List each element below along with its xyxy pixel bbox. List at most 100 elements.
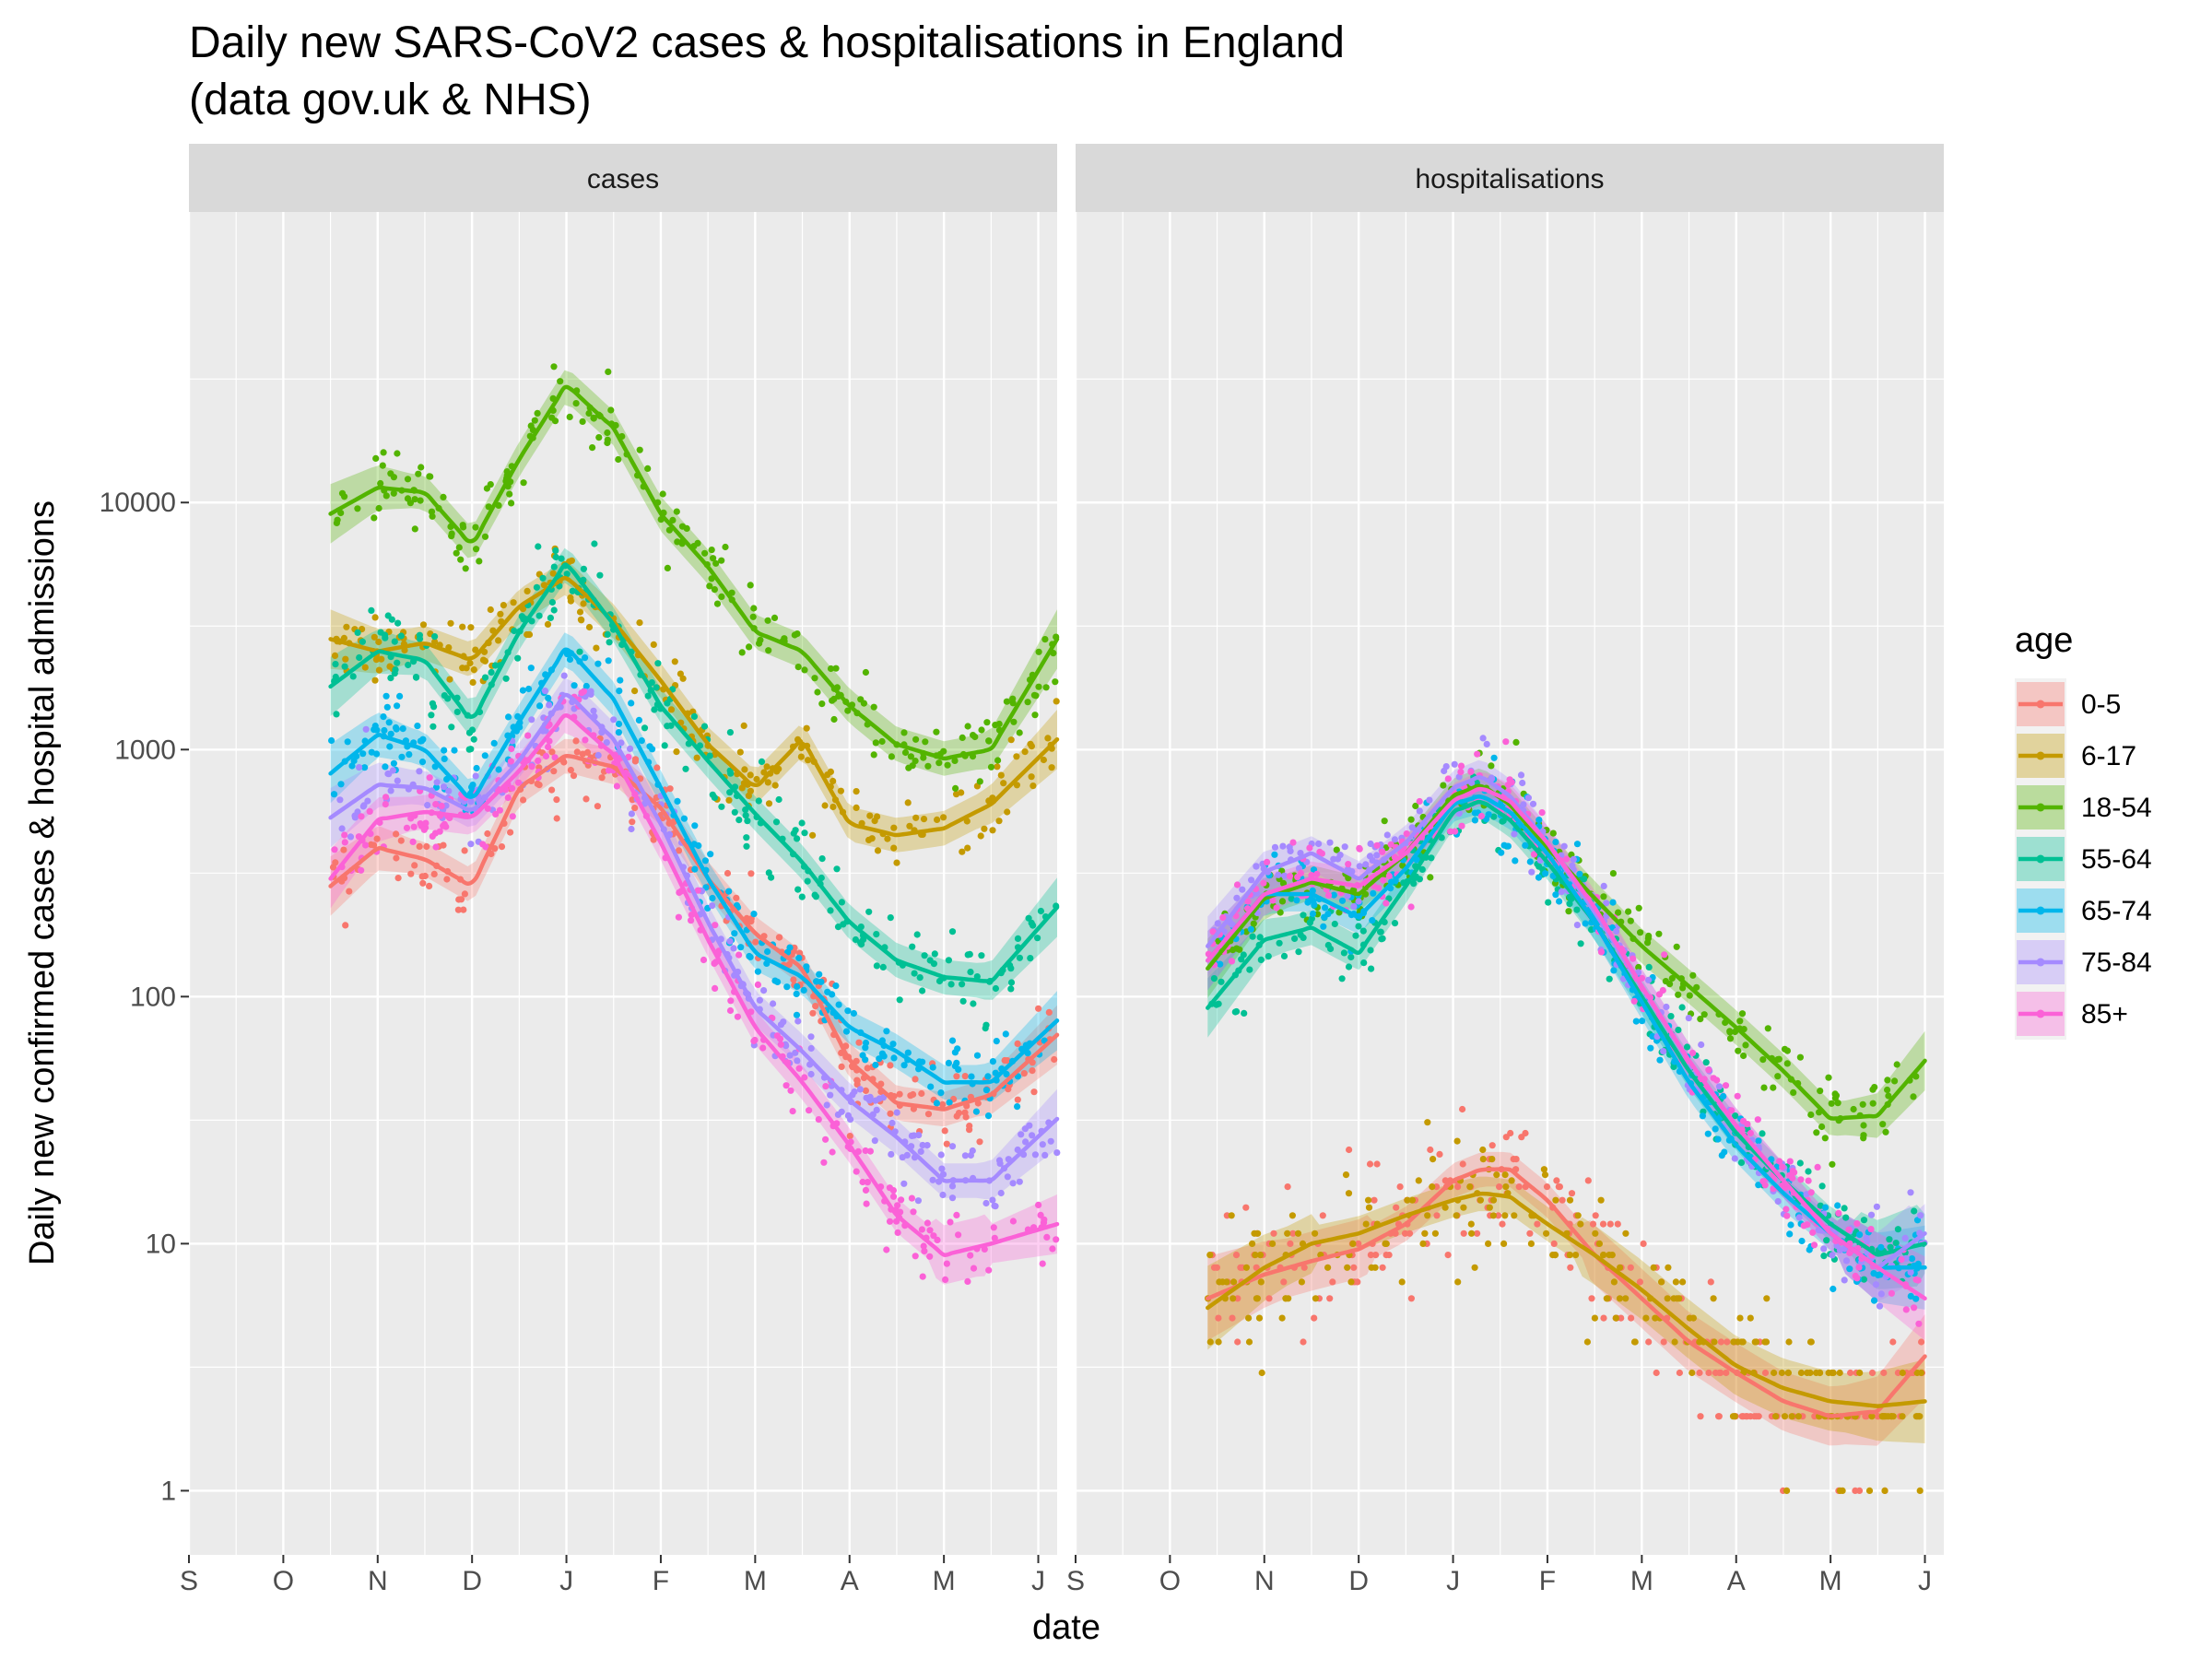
point-hospitalisations-55-64-113 (1645, 963, 1653, 971)
point-hospitalisations-65-74-150 (1755, 1137, 1762, 1145)
point-hospitalisations-75-84-191 (1355, 898, 1362, 905)
point-cases-75-84-137 (541, 688, 549, 695)
point-hospitalisations-75-84-43 (1391, 836, 1398, 843)
point-cases-18-54-143 (818, 700, 826, 708)
point-cases-75-84-202 (834, 1111, 842, 1118)
trend-line-cases-0-5 (328, 753, 1060, 1112)
point-hospitalisations-6-17-74 (1278, 1314, 1286, 1322)
point-hospitalisations-18-54-159 (1832, 1092, 1840, 1100)
point-cases-55-64-199 (368, 606, 375, 615)
point-hospitalisations-75-84-190 (1907, 1268, 1914, 1276)
point-hospitalisations-75-84-81 (1426, 796, 1433, 804)
point-cases-6-17-6 (469, 678, 477, 687)
point-cases-6-17-207 (510, 599, 517, 606)
point-hospitalisations-85plus-90 (1306, 844, 1313, 852)
point-cases-85plus-8 (910, 1208, 917, 1216)
point-hospitalisations-65-74-173 (1483, 816, 1490, 823)
point-cases-85plus-40 (990, 1224, 997, 1231)
point-cases-18-54-97 (757, 636, 764, 644)
point-cases-65-74-169 (878, 1050, 887, 1057)
point-cases-18-54-224 (922, 738, 929, 746)
point-hospitalisations-65-74-149 (1370, 889, 1377, 897)
point-cases-85plus-148 (524, 732, 532, 739)
point-cases-18-54-191 (983, 719, 991, 726)
y-tick-label-4: 10000 (100, 488, 176, 518)
point-cases-0-5-110 (484, 830, 491, 838)
point-cases-18-54-62 (829, 697, 836, 704)
point-hospitalisations-6-17-70 (1856, 1369, 1864, 1377)
point-cases-55-64-18 (1034, 935, 1041, 942)
point-cases-55-64-164 (382, 631, 389, 639)
point-cases-65-74-156 (615, 720, 623, 728)
point-hospitalisations-65-74-72 (1535, 817, 1543, 824)
point-hospitalisations-85plus-222 (1786, 1158, 1794, 1165)
legend-label-18-54: 18-54 (2081, 793, 2152, 823)
point-cases-6-17-159 (890, 844, 898, 852)
point-hospitalisations-6-17-31 (1471, 1264, 1478, 1271)
point-hospitalisations-55-64-171 (1280, 952, 1288, 959)
point-cases-75-84-54 (792, 1049, 799, 1056)
point-hospitalisations-0-5-85 (1396, 1183, 1404, 1191)
point-cases-0-5-157 (910, 1090, 917, 1099)
point-cases-55-64-7 (718, 803, 725, 810)
point-cases-55-64-226 (468, 726, 477, 734)
point-hospitalisations-0-5-36 (1371, 1196, 1378, 1204)
point-hospitalisations-0-5-189 (1372, 1252, 1380, 1259)
point-cases-85plus-143 (942, 1276, 949, 1283)
point-hospitalisations-55-64-23 (1428, 854, 1435, 862)
panel-background-hospitalisations (1076, 212, 1944, 1555)
point-hospitalisations-85plus-221 (1318, 850, 1325, 857)
point-cases-85plus-125 (688, 917, 695, 924)
point-hospitalisations-85plus-209 (1313, 870, 1321, 878)
point-hospitalisations-0-5-196 (1717, 1338, 1724, 1346)
point-cases-85plus-60 (509, 784, 516, 792)
point-hospitalisations-6-17-144 (1783, 1487, 1791, 1494)
point-hospitalisations-65-74-26 (1535, 874, 1543, 881)
point-cases-75-84-142 (1039, 1141, 1046, 1148)
point-cases-0-5-160 (1045, 1008, 1053, 1016)
legend-label-6-17: 6-17 (2081, 741, 2136, 771)
point-cases-0-5-158 (393, 830, 400, 838)
point-hospitalisations-55-64-199 (1759, 1130, 1766, 1137)
point-cases-0-5-193 (455, 896, 463, 903)
point-cases-18-54-36 (453, 549, 460, 557)
point-cases-75-84-140 (847, 1116, 854, 1124)
point-cases-85plus-28 (889, 1193, 898, 1200)
point-cases-55-64-156 (726, 789, 734, 796)
point-cases-75-84-95 (336, 796, 344, 804)
point-cases-0-5-170 (550, 768, 558, 775)
point-hospitalisations-0-5-195 (1636, 1278, 1643, 1286)
point-cases-0-5-147 (1020, 1070, 1028, 1077)
point-hospitalisations-85plus-183 (1791, 1169, 1798, 1176)
point-hospitalisations-85plus-210 (1244, 898, 1252, 905)
point-hospitalisations-55-64-170 (1842, 1214, 1850, 1221)
point-cases-65-74-53 (919, 1058, 926, 1065)
point-cases-6-17-45 (497, 610, 504, 618)
x-tick-label-hospitalisations-4: J (1446, 1566, 1460, 1596)
point-cases-6-17-176 (567, 597, 575, 605)
point-cases-65-74-179 (605, 657, 612, 665)
point-cases-18-54-46 (1035, 648, 1042, 655)
point-cases-85plus-216 (820, 1159, 828, 1166)
point-cases-55-64-200 (818, 855, 826, 863)
point-cases-85plus-122 (886, 1218, 894, 1225)
point-cases-75-84-155 (628, 825, 635, 833)
point-cases-0-5-169 (855, 1039, 863, 1046)
point-cases-6-17-217 (679, 675, 687, 682)
point-cases-55-64-116 (818, 874, 825, 882)
point-hospitalisations-75-84-12 (1603, 900, 1610, 907)
point-hospitalisations-6-17-200 (1206, 1252, 1214, 1259)
point-hospitalisations-85plus-184 (1387, 841, 1394, 848)
point-hospitalisations-65-74-198 (1877, 1271, 1884, 1278)
point-cases-75-84-203 (786, 1052, 794, 1059)
point-cases-18-54-100 (636, 446, 643, 453)
point-hospitalisations-6-17-146 (1804, 1369, 1811, 1377)
point-cases-55-64-28 (827, 907, 834, 914)
point-cases-0-5-184 (943, 1140, 950, 1147)
point-cases-65-74-168 (946, 1099, 953, 1106)
point-cases-6-17-39 (667, 706, 676, 713)
point-hospitalisations-18-54-39 (1742, 1041, 1749, 1049)
point-hospitalisations-85plus-83 (1407, 903, 1415, 911)
point-hospitalisations-65-74-127 (1304, 899, 1312, 906)
point-hospitalisations-18-54-27 (1770, 1084, 1777, 1091)
